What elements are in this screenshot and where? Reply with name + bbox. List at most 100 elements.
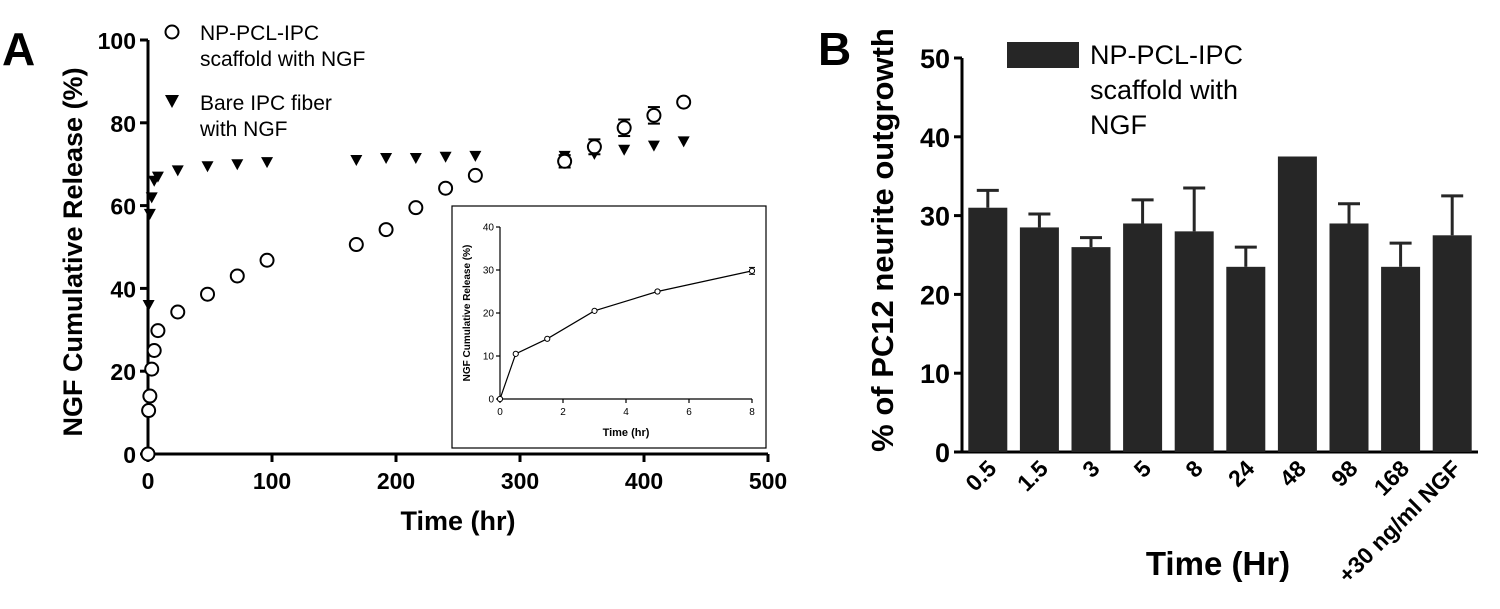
y-tick-label: 50 — [920, 44, 950, 74]
circle-point — [144, 361, 160, 377]
y-tick-label: 30 — [920, 202, 950, 232]
panel-a-legend: NP-PCL-IPC scaffold with NGF Bare IPC fi… — [164, 22, 365, 141]
panel-b-bars — [968, 156, 1472, 452]
inset-y-tick-label: 30 — [483, 266, 495, 277]
bar — [1329, 223, 1369, 452]
panel-b: B % of PC12 neurite outgrowth Time (Hr) … — [818, 23, 1478, 588]
bar — [1432, 235, 1472, 452]
legend-triangle-marker — [165, 95, 179, 108]
y-tick-label: 0 — [935, 438, 950, 468]
y-tick-label: 100 — [98, 28, 136, 54]
triangle-point — [151, 171, 164, 183]
panel-b-y-axis-title-text: % of PC12 neurite outgrowth — [865, 28, 900, 452]
inset-x-axis-title: Time (hr) — [603, 427, 650, 439]
inset-x-tick-label: 2 — [560, 407, 566, 418]
legend-series-1-line-1: NP-PCL-IPC — [200, 22, 319, 45]
x-tick-label: 0.5 — [960, 455, 1001, 496]
circle-point — [140, 446, 156, 462]
triangle-point — [409, 152, 422, 164]
x-tick-label: 5 — [1129, 455, 1157, 483]
panel-b-x-axis-title: Time (Hr) — [1146, 545, 1290, 582]
panel-a-y-axis-title: NGF Cumulative Release (%) — [58, 67, 88, 436]
bar — [1226, 266, 1266, 452]
y-tick-label: 20 — [920, 280, 950, 310]
y-tick-label: 0 — [123, 442, 136, 468]
triangle-point — [380, 152, 393, 164]
inset-point — [496, 395, 504, 403]
x-tick-label: 24 — [1223, 455, 1260, 492]
panel-a-y-ticks: 0 20 40 60 80 100 — [98, 28, 148, 468]
panel-a-inset: NGF Cumulative Release (%) Time (hr) 0 10… — [451, 205, 767, 449]
x-tick-label: 3 — [1077, 455, 1104, 482]
panel-b-y-ticks: 0 10 20 30 40 50 — [920, 44, 962, 468]
inset-point — [544, 335, 551, 342]
inset-y-tick-label: 40 — [483, 223, 495, 234]
circle-point — [142, 388, 158, 404]
bar — [1277, 156, 1317, 452]
triangle-point — [647, 140, 660, 152]
y-tick-label: 40 — [920, 123, 950, 153]
bar — [1071, 247, 1111, 452]
inset-y-tick-label: 20 — [483, 309, 495, 320]
inset-marks — [496, 266, 756, 403]
panel-a-x-axis-title: Time (hr) — [400, 506, 515, 536]
circle-point — [646, 107, 662, 123]
circle-point — [229, 268, 245, 284]
circle-point — [259, 252, 275, 268]
x-tick-label: 500 — [749, 468, 787, 494]
inset-y-ticks: 0 10 20 30 40 — [483, 223, 500, 406]
circle-point — [616, 120, 632, 136]
x-tick-label: 8 — [1180, 455, 1208, 483]
x-tick-label: 400 — [625, 468, 663, 494]
panel-a-label: A — [2, 23, 35, 75]
x-tick-label: 98 — [1326, 455, 1363, 492]
circle-point — [676, 94, 692, 110]
inset-x-tick-label: 0 — [497, 407, 503, 418]
bar — [1019, 227, 1059, 452]
legend-line-2: scaffold with — [1090, 75, 1238, 105]
triangle-point — [142, 299, 155, 311]
triangle-point — [439, 151, 452, 163]
x-tick-label: 300 — [501, 468, 539, 494]
inset-y-axis-title: NGF Cumulative Release (%) — [462, 245, 473, 382]
x-tick-label: 0 — [142, 468, 155, 494]
circle-point — [170, 304, 186, 320]
circle-point — [150, 323, 166, 339]
legend-bar-swatch — [1007, 42, 1079, 68]
panel-b-legend: NP-PCL-IPC scaffold with NGF — [1007, 40, 1243, 140]
triangle-point — [350, 155, 363, 167]
x-tick-label: 48 — [1274, 455, 1311, 492]
triangle-point — [231, 159, 244, 171]
triangle-point — [201, 161, 214, 173]
triangle-point — [261, 157, 274, 169]
inset-y-tick-label: 0 — [488, 395, 494, 406]
y-tick-label: 80 — [110, 111, 136, 137]
inset-x-tick-label: 4 — [623, 407, 629, 418]
inset-point — [512, 350, 519, 357]
panel-a-x-ticks: 0 100 200 300 400 500 — [142, 454, 787, 494]
bar — [1123, 223, 1163, 452]
y-tick-label: 40 — [110, 276, 136, 302]
inset-line — [499, 270, 753, 400]
x-tick-label: 1.5 — [1012, 455, 1053, 496]
legend-open-circle-marker — [164, 24, 180, 40]
triangle-point — [143, 208, 156, 220]
triangle-point — [677, 136, 690, 148]
bar — [1381, 266, 1421, 452]
y-tick-label: 60 — [110, 194, 136, 220]
inset-point — [591, 307, 598, 314]
circle-point — [348, 237, 364, 253]
circle-point — [586, 139, 602, 155]
triangle-point — [145, 192, 158, 204]
panel-a: A NGF Cumulative Release (%) Time (hr) 0… — [2, 22, 787, 536]
inset-y-axis-title-text: NGF Cumulative Release (%) — [462, 245, 473, 382]
legend-line-1: NP-PCL-IPC — [1090, 40, 1243, 70]
inset-x-tick-label: 6 — [686, 407, 692, 418]
circle-point — [146, 343, 162, 358]
panel-b-y-axis-title: % of PC12 neurite outgrowth — [865, 28, 900, 452]
y-tick-label: 20 — [110, 359, 136, 385]
legend-series-2-line-1: Bare IPC fiber — [200, 92, 332, 115]
x-tick-label: 100 — [253, 468, 291, 494]
bar — [1174, 231, 1214, 452]
circle-point — [438, 180, 454, 196]
